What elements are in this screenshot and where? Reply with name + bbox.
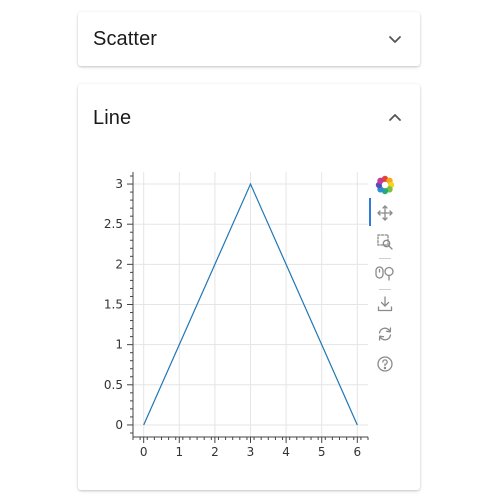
y-tick-label: 1 (115, 338, 123, 352)
line-plot[interactable]: 0 1 2 3 4 5 6 0 0.5 1 1.5 2 2.5 3 (78, 84, 420, 490)
toolbar-divider (379, 289, 391, 290)
y-tick-label: 3 (115, 177, 123, 191)
chevron-up-icon[interactable] (385, 108, 405, 128)
bokeh-logo-icon[interactable] (370, 172, 400, 198)
y-tick-label: 0 (115, 418, 123, 432)
x-tick-label: 1 (175, 445, 183, 459)
y-tick-label: 2.5 (104, 217, 123, 231)
y-tick-label: 0.5 (104, 378, 123, 392)
reset-icon[interactable] (370, 321, 400, 347)
box-zoom-icon[interactable] (370, 229, 400, 255)
x-tick-label: 4 (282, 445, 290, 459)
line-panel: Line 0 1 2 3 4 5 6 0 0.5 1 1.5 2 2.5 3 (78, 84, 420, 490)
series-line (143, 182, 358, 426)
x-tick-label: 3 (247, 445, 255, 459)
scatter-panel-header[interactable]: Scatter (93, 12, 405, 66)
pan-icon[interactable] (370, 200, 400, 226)
active-tool-indicator (369, 198, 371, 226)
line-panel-title: Line (93, 106, 132, 129)
axes: 0 1 2 3 4 5 6 0 0.5 1 1.5 2 2.5 3 (104, 172, 369, 459)
help-icon[interactable] (370, 351, 400, 377)
x-tick-label: 5 (318, 445, 326, 459)
save-icon[interactable] (370, 291, 400, 317)
scatter-panel-title: Scatter (93, 27, 158, 50)
y-tick-label: 1.5 (104, 298, 123, 312)
x-tick-label: 0 (140, 445, 148, 459)
x-tick-label: 6 (353, 445, 361, 459)
wheel-zoom-icon[interactable] (370, 260, 400, 286)
toolbar-divider (379, 258, 391, 259)
line-panel-header[interactable]: Line (93, 92, 405, 144)
scatter-panel: Scatter (78, 12, 420, 66)
y-tick-label: 2 (115, 257, 123, 271)
grid (133, 172, 368, 437)
line-chart[interactable]: 0 1 2 3 4 5 6 0 0.5 1 1.5 2 2.5 3 (78, 84, 420, 490)
chevron-down-icon[interactable] (385, 29, 405, 49)
x-tick-label: 2 (211, 445, 219, 459)
series-layer (143, 182, 358, 426)
